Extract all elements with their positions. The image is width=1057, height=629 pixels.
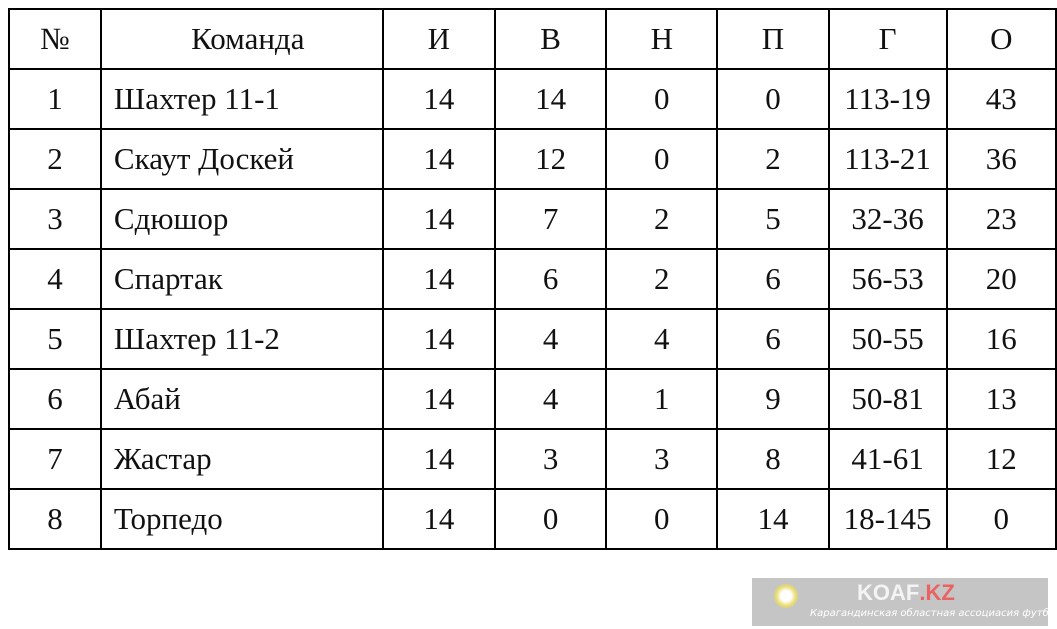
watermark-brand: KOAF.KZ [857,580,955,605]
column-header: П [716,8,830,70]
table-cell: 14 [381,488,496,550]
table-cell: 13 [945,368,1057,430]
table-cell: 113-19 [827,68,948,130]
table-cell: Скаут Доскей [99,128,384,190]
table-cell: 7 [8,428,102,490]
table-cell: 14 [381,128,496,190]
table-row: 2 Скаут Доскей 14 12 0 2 113-21 36 [8,128,1057,190]
table-cell: 14 [381,188,496,250]
table-cell: 23 [945,188,1057,250]
table-cell: 4 [8,248,102,310]
table-cell: 50-55 [827,308,948,370]
table-row: 6 Абай 14 4 1 9 50-81 13 [8,368,1057,430]
table-row: 5 Шахтер 11-2 14 4 4 6 50-55 16 [8,308,1057,370]
table-cell: 5 [8,308,102,370]
table-cell: 14 [381,248,496,310]
table-cell: 4 [493,368,608,430]
column-header: И [381,8,496,70]
table-cell: 1 [8,68,102,130]
column-header: № [8,8,102,70]
table-cell: 36 [945,128,1057,190]
table-cell: 0 [605,128,719,190]
table-cell: 14 [381,68,496,130]
table-cell: 5 [716,188,830,250]
table-cell: 14 [381,308,496,370]
table-cell: 2 [605,248,719,310]
table-cell: Торпедо [99,488,384,550]
table-row: 7 Жастар 14 3 3 8 41-61 12 [8,428,1057,490]
table-cell: 4 [493,308,608,370]
table-cell: 4 [605,308,719,370]
table-cell: 18-145 [827,488,948,550]
column-header: Г [827,8,948,70]
table-cell: 0 [605,488,719,550]
table-cell: 9 [716,368,830,430]
table-cell: Абай [99,368,384,430]
logo-icon [774,584,798,608]
table-cell: 8 [8,488,102,550]
table-cell: 14 [493,68,608,130]
table-cell: 2 [716,128,830,190]
column-header: О [945,8,1057,70]
table-cell: 3 [493,428,608,490]
table-cell: 14 [381,428,496,490]
table-cell: 2 [8,128,102,190]
table-cell: Шахтер 11-1 [99,68,384,130]
table-cell: 113-21 [827,128,948,190]
table-cell: 6 [8,368,102,430]
table-cell: 3 [8,188,102,250]
table-cell: 2 [605,188,719,250]
header-row: № Команда И В Н П Г О [8,8,1057,70]
table-cell: Шахтер 11-2 [99,308,384,370]
column-header: В [493,8,608,70]
table-cell: 0 [716,68,830,130]
table-row: 8 Торпедо 14 0 0 14 18-145 0 [8,488,1057,550]
watermark: KOAF.KZ Карагандинская областная ассоциа… [752,578,1057,626]
table-cell: 32-36 [827,188,948,250]
table-cell: 1 [605,368,719,430]
table-row: 4 Спартак 14 6 2 6 56-53 20 [8,248,1057,310]
table-cell: 12 [945,428,1057,490]
table-cell: Спартак [99,248,384,310]
table-cell: 0 [493,488,608,550]
table-cell: 14 [381,368,496,430]
table-cell: 7 [493,188,608,250]
table-cell: 12 [493,128,608,190]
table-cell: Сдюшор [99,188,384,250]
table-cell: 14 [716,488,830,550]
table-cell: 6 [716,308,830,370]
standings-table: № Команда И В Н П Г О 1 Шахтер 11-1 14 14 0 0 113-19 4… [8,8,1057,550]
table-cell: 20 [945,248,1057,310]
table-cell: 0 [945,488,1057,550]
table-cell: 16 [945,308,1057,370]
table-cell: 6 [716,248,830,310]
table-row: 1 Шахтер 11-1 14 14 0 0 113-19 43 [8,68,1057,130]
table-cell: 3 [605,428,719,490]
table-cell: 0 [605,68,719,130]
table-cell: 8 [716,428,830,490]
watermark-subtitle: Карагандинская областная ассоциасия футб… [810,608,1057,619]
table-cell: 43 [945,68,1057,130]
table-cell: 56-53 [827,248,948,310]
table-cell: 6 [493,248,608,310]
column-header: Команда [99,8,384,70]
table-cell: Жастар [99,428,384,490]
table-row: 3 Сдюшор 14 7 2 5 32-36 23 [8,188,1057,250]
column-header: Н [605,8,719,70]
table-cell: 41-61 [827,428,948,490]
table-cell: 50-81 [827,368,948,430]
